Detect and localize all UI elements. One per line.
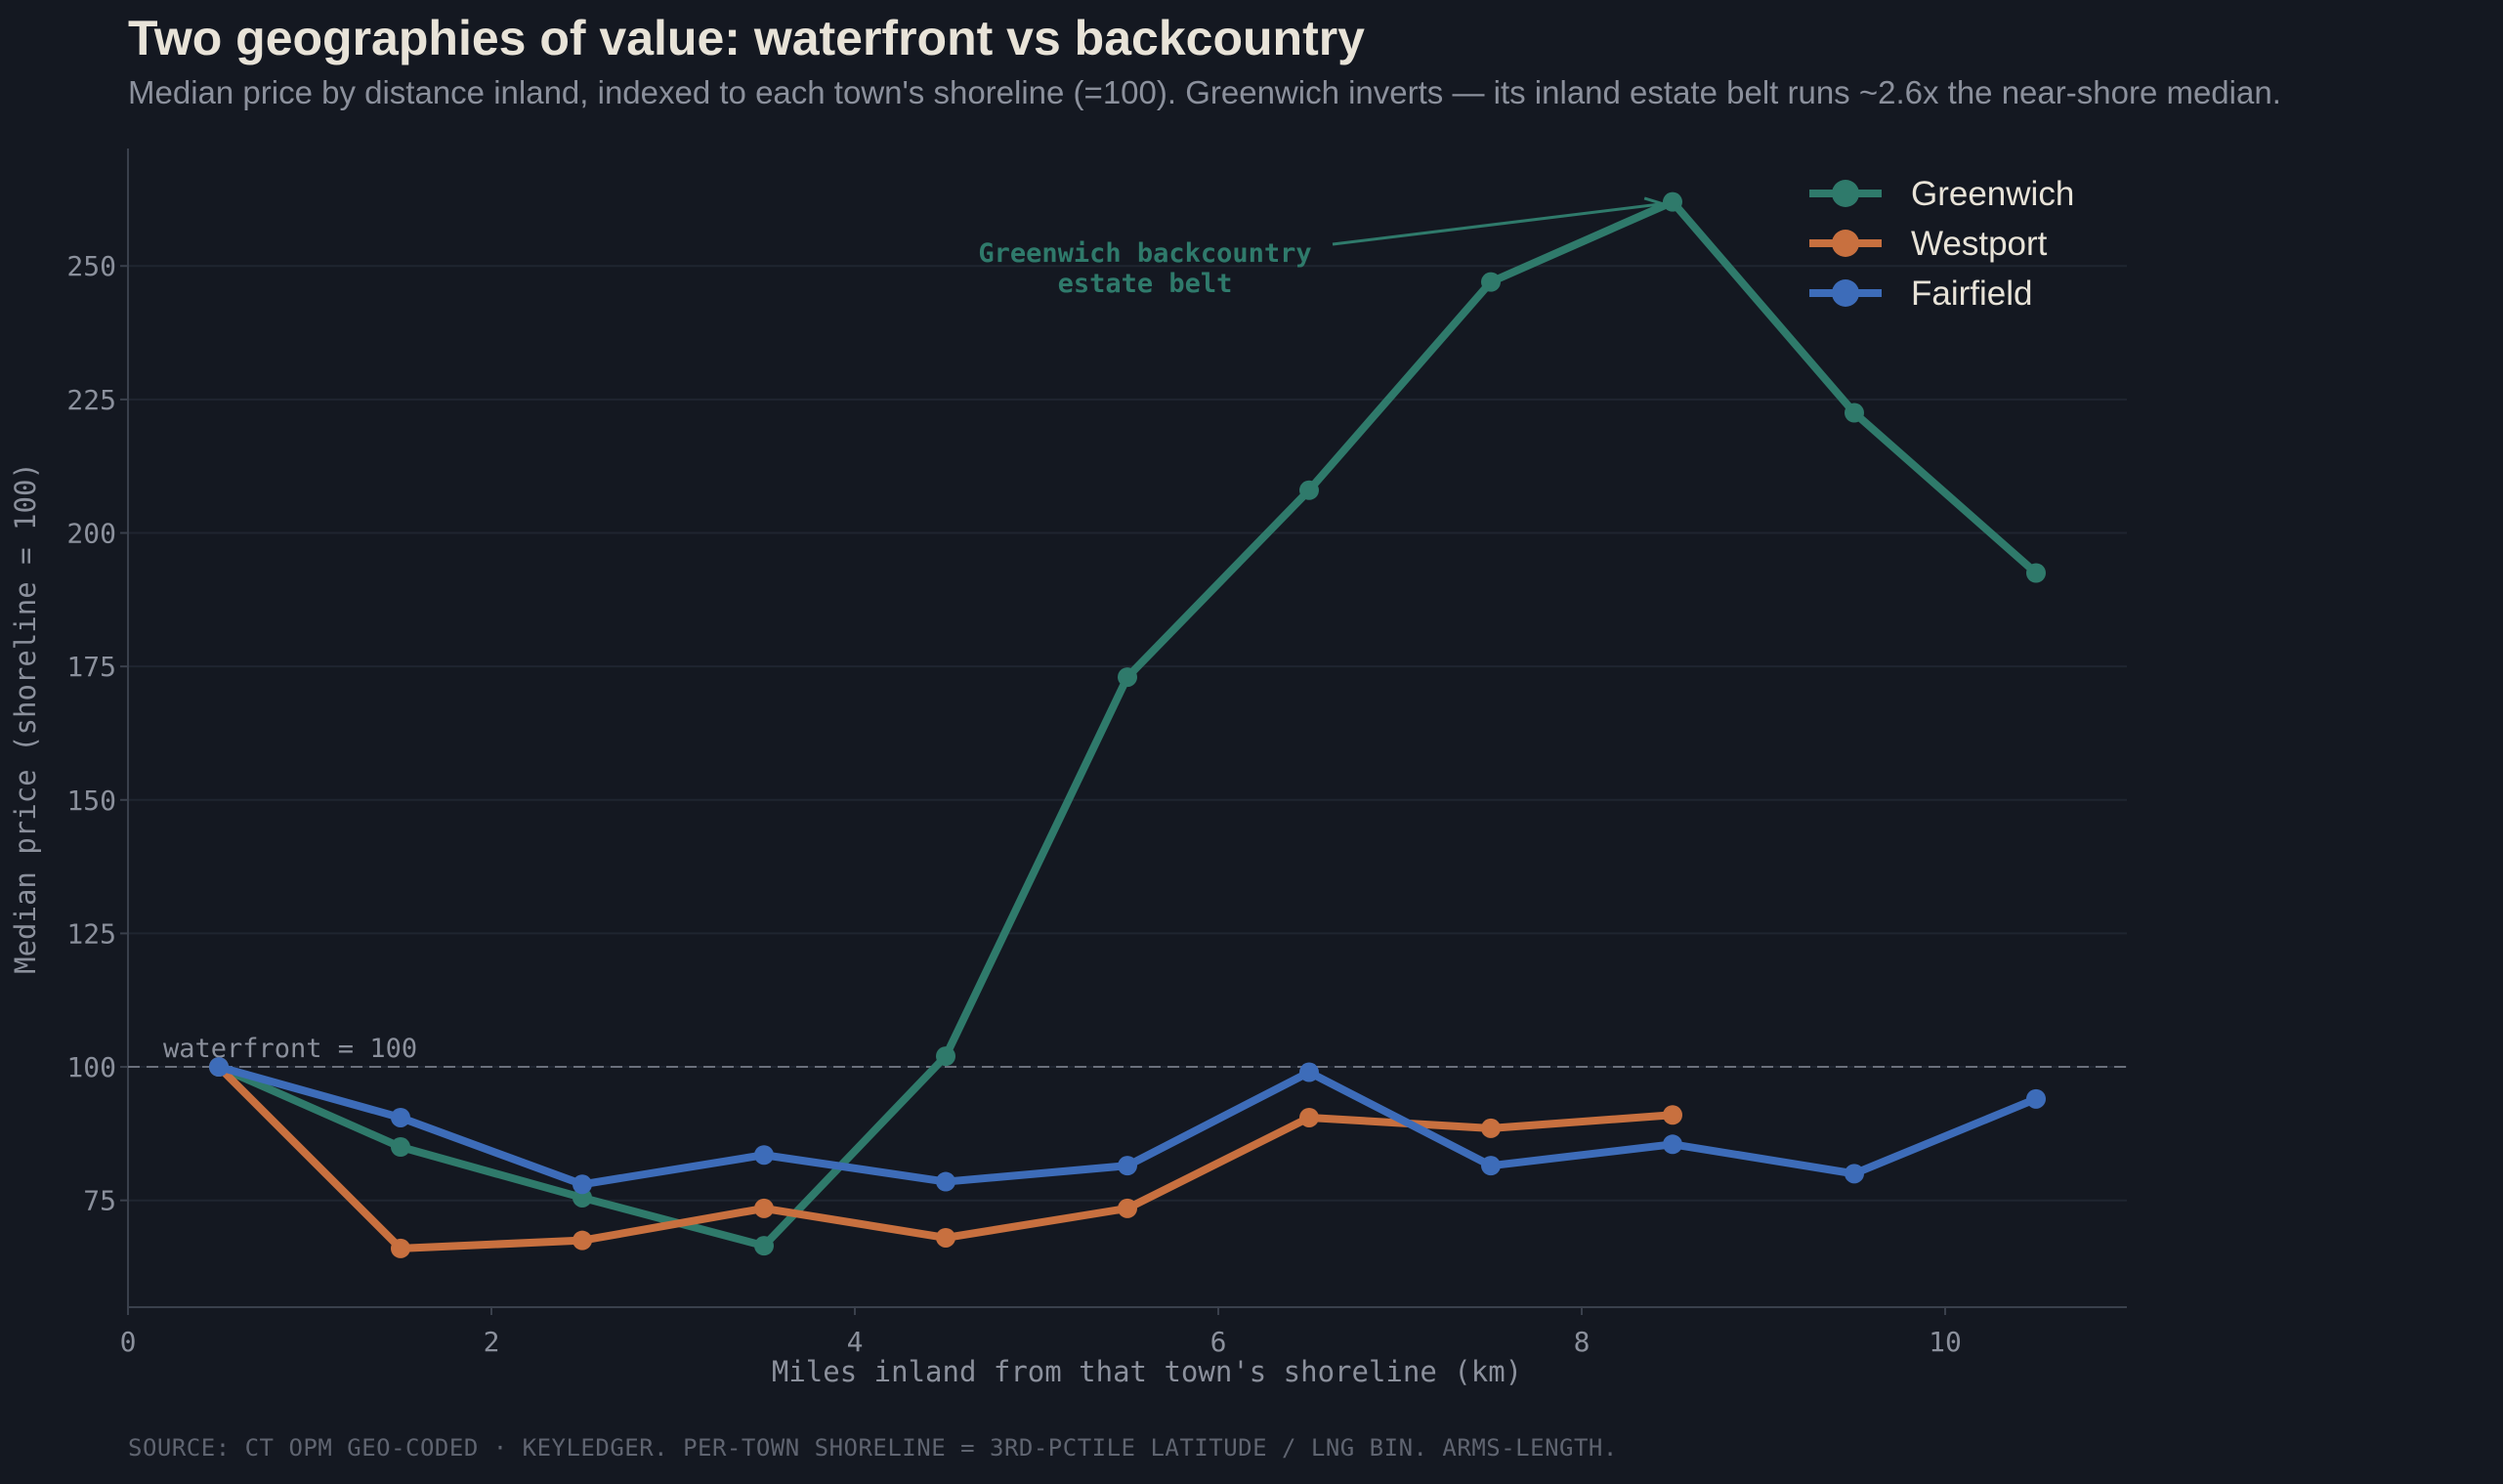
annotation-arrow (1332, 202, 1664, 246)
data-point-westport (1118, 1198, 1137, 1218)
series-line-greenwich (215, 197, 2040, 1251)
data-point-greenwich (391, 1137, 410, 1158)
y-tick-label: 225 (66, 384, 116, 416)
chart-subtitle: Median price by distance inland, indexed… (128, 74, 2281, 110)
data-point-greenwich (1481, 272, 1501, 292)
y-tick-label: 150 (66, 784, 116, 817)
data-point-westport (573, 1230, 592, 1251)
y-tick-label: 100 (66, 1051, 116, 1083)
x-tick-label: 6 (1210, 1326, 1227, 1358)
y-axis-label: Median price (shoreline = 100) (9, 462, 42, 974)
data-point-greenwich (754, 1236, 774, 1256)
x-tick-label: 4 (847, 1326, 864, 1358)
data-point-fairfield (391, 1107, 410, 1127)
data-point-westport (1299, 1107, 1319, 1127)
data-point-fairfield (754, 1145, 774, 1166)
legend-marker-fairfield (1832, 279, 1859, 307)
x-axis-label: Miles inland from that town's shoreline … (772, 1355, 1522, 1388)
reference-line-label: waterfront = 100 (163, 1034, 417, 1064)
x-tick-label: 0 (120, 1326, 137, 1358)
legend-marker-greenwich (1832, 180, 1859, 207)
data-point-fairfield (209, 1057, 229, 1078)
y-tick-label: 125 (66, 917, 116, 950)
data-point-fairfield (1118, 1156, 1137, 1176)
data-point-westport (1663, 1105, 1682, 1125)
data-point-greenwich (1845, 403, 1864, 423)
y-tick-label: 200 (66, 518, 116, 550)
legend-label-fairfield: Fairfield (1911, 275, 2032, 313)
chart-title: Two geographies of value: waterfront vs … (128, 11, 1365, 65)
data-point-greenwich (936, 1046, 955, 1067)
y-tick-label: 175 (66, 651, 116, 683)
legend-label-westport: Westport (1911, 225, 2048, 263)
data-point-greenwich (1299, 480, 1319, 500)
y-tick-label: 250 (66, 250, 116, 282)
source-note: SOURCE: CT OPM GEO-CODED · KEYLEDGER. PE… (128, 1434, 1618, 1462)
data-point-westport (1481, 1118, 1501, 1138)
data-point-westport (754, 1198, 774, 1218)
annotation-text: estate belt (1058, 269, 1233, 299)
annotation-arrowhead (1643, 196, 1667, 216)
x-tick-label: 2 (484, 1326, 500, 1358)
x-tick-label: 8 (1574, 1326, 1591, 1358)
x-tick-label: 10 (1929, 1326, 1962, 1358)
data-point-fairfield (573, 1174, 592, 1195)
data-point-fairfield (1845, 1164, 1864, 1184)
legend-marker-westport (1832, 230, 1859, 257)
data-point-fairfield (1481, 1156, 1501, 1176)
data-point-greenwich (1663, 191, 1682, 212)
data-point-westport (391, 1238, 410, 1258)
data-point-greenwich (2026, 563, 2046, 583)
data-point-fairfield (1663, 1134, 1682, 1155)
y-tick-label: 75 (83, 1185, 116, 1217)
data-point-fairfield (1299, 1062, 1319, 1082)
data-point-greenwich (573, 1187, 592, 1208)
data-point-fairfield (936, 1171, 955, 1192)
data-point-greenwich (1118, 667, 1137, 688)
data-point-fairfield (2026, 1088, 2046, 1109)
legend-label-greenwich: Greenwich (1911, 175, 2074, 213)
annotation-text: Greenwich backcountry (978, 238, 1311, 269)
data-point-westport (936, 1227, 955, 1248)
